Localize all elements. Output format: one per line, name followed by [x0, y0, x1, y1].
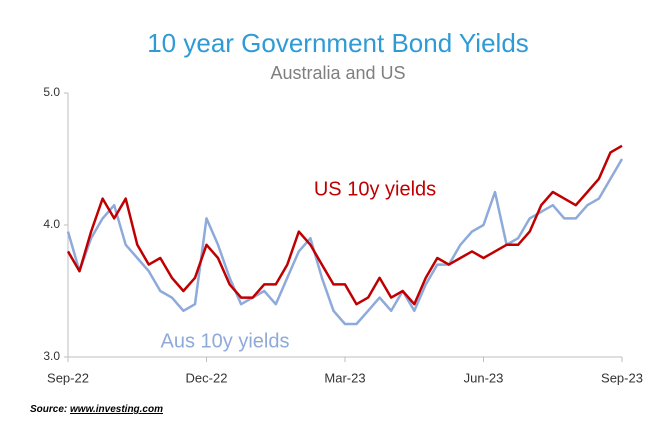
x-tick-label: Jun-23 [464, 370, 504, 385]
series-label: Aus 10y yields [161, 330, 290, 352]
y-tick-label: 5.0 [43, 85, 60, 99]
source: Source: www.investing.com [30, 404, 163, 415]
chart-subtitle: Australia and US [270, 63, 405, 83]
x-tick-label: Sep-23 [601, 370, 643, 385]
chart-title: 10 year Government Bond Yields [147, 28, 529, 58]
source-label: Source: [30, 404, 67, 415]
line-series [66, 158, 624, 326]
x-tick-label: Dec-22 [186, 370, 228, 385]
line-series [66, 144, 623, 306]
y-tick-label: 4.0 [43, 217, 60, 231]
source-link: www.investing.com [70, 404, 163, 415]
x-tick-label: Sep-22 [47, 370, 89, 385]
y-tick-label: 3.0 [43, 349, 60, 363]
x-tick-label: Mar-23 [324, 370, 365, 385]
series-label: US 10y yields [314, 178, 436, 200]
